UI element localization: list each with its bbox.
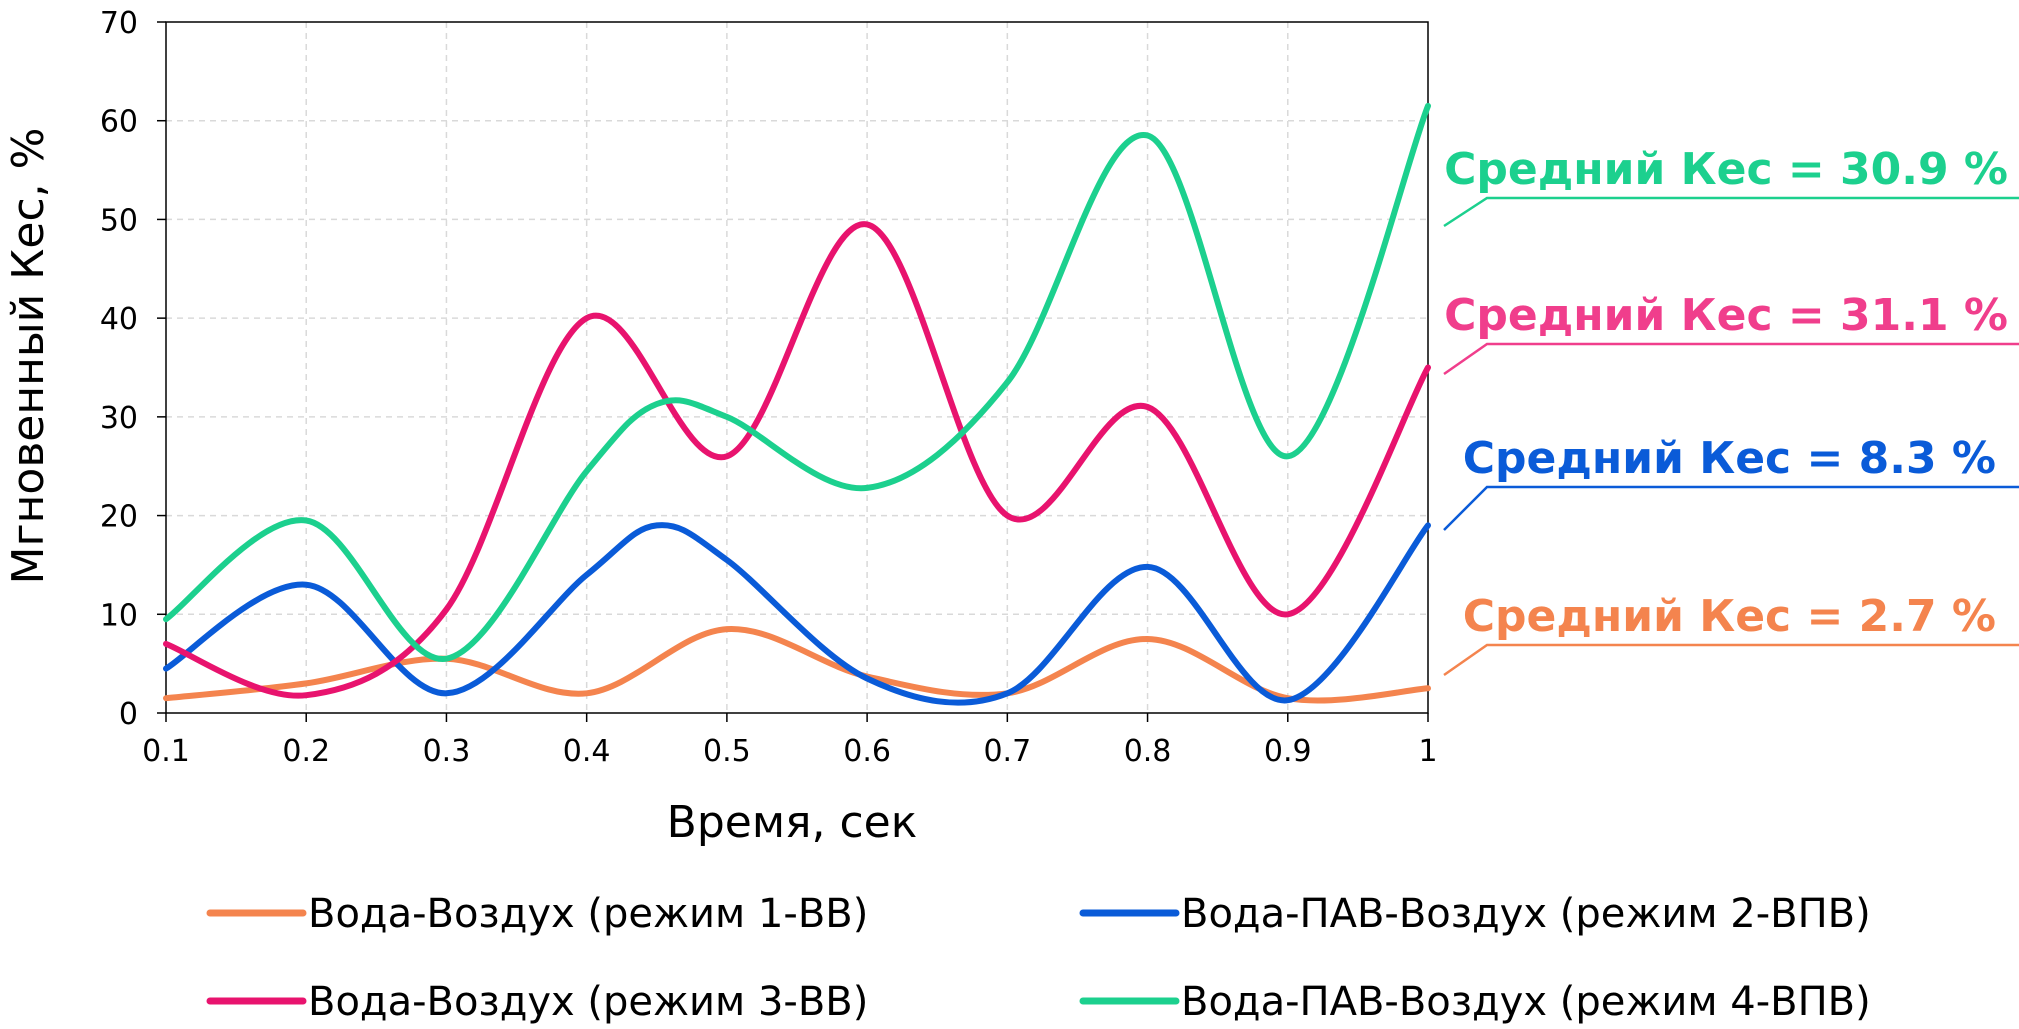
x-tick-label: 0.8 xyxy=(1124,734,1172,769)
y-tick-label: 60 xyxy=(100,105,138,140)
average-annotation-label: Средний Кес = 31.1 % xyxy=(1444,290,2008,341)
legend-label: Вода-Воздух (режим 3-ВВ) xyxy=(308,979,868,1025)
annotation-leader-line xyxy=(1443,485,2019,531)
series-line-4-vpv xyxy=(163,102,1431,662)
x-tick-label: 0.4 xyxy=(563,734,611,769)
x-tick-label: 0.7 xyxy=(983,734,1031,769)
legend-label: Вода-Воздух (режим 1-ВВ) xyxy=(308,891,868,937)
legend-label: Вода-ПАВ-Воздух (режим 4-ВПВ) xyxy=(1181,979,1871,1025)
x-tick-label: 0.1 xyxy=(142,734,190,769)
annotation-leader-line xyxy=(1443,643,2019,677)
average-annotation-label: Средний Кес = 8.3 % xyxy=(1463,433,1996,484)
legend: Вода-Воздух (режим 1-ВВ) Вода-ПАВ-Воздух … xyxy=(206,891,1871,1025)
y-tick-label: 40 xyxy=(100,302,138,337)
average-annotation-label: Средний Кес = 30.9 % xyxy=(1444,144,2008,195)
x-tick-label: 0.2 xyxy=(282,734,330,769)
annotation-leader-line xyxy=(1443,342,2019,376)
series-lines xyxy=(163,102,1431,706)
x-tick-label: 0.3 xyxy=(423,734,471,769)
legend-label: Вода-ПАВ-Воздух (режим 2-ВПВ) xyxy=(1181,891,1871,937)
y-tick-label: 50 xyxy=(100,203,138,238)
y-tick-label: 10 xyxy=(100,598,138,633)
y-tick-label: 30 xyxy=(100,401,138,436)
y-tick-label: 20 xyxy=(100,500,138,535)
x-tick-label: 0.6 xyxy=(843,734,891,769)
y-axis-title: Мгновенный Кес, % xyxy=(3,128,54,585)
x-axis-title: Время, сек xyxy=(667,797,918,848)
grid xyxy=(166,22,1428,713)
average-annotations: Средний Кес = 30.9 % Средний Кес = 31.1 %… xyxy=(1443,144,2019,677)
average-annotation-label: Средний Кес = 2.7 % xyxy=(1463,591,1996,642)
x-tick-label: 0.9 xyxy=(1264,734,1312,769)
x-tick-label: 0.5 xyxy=(703,734,751,769)
annotation-leader-line xyxy=(1443,196,2019,228)
x-tick-label: 1 xyxy=(1418,734,1437,769)
y-tick-label: 0 xyxy=(119,697,138,732)
y-tick-label: 70 xyxy=(100,6,138,41)
series-line-3-vv xyxy=(163,221,1431,699)
series-line-1-vv xyxy=(163,626,1431,704)
